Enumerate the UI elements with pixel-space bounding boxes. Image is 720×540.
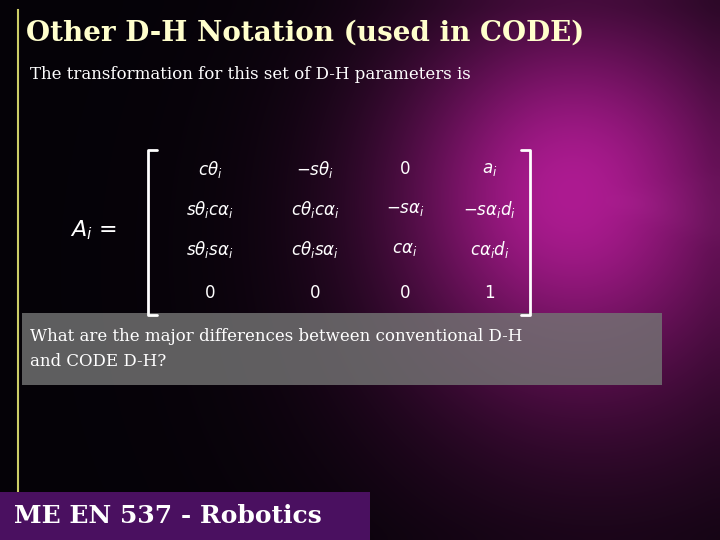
- FancyBboxPatch shape: [0, 492, 370, 540]
- Text: $a_i$: $a_i$: [482, 161, 498, 179]
- Text: $c\theta_i$: $c\theta_i$: [198, 159, 222, 180]
- Text: ME EN 537 - Robotics: ME EN 537 - Robotics: [14, 504, 322, 528]
- FancyBboxPatch shape: [22, 313, 662, 385]
- Text: $0$: $0$: [400, 161, 410, 179]
- Text: $c\alpha_i$: $c\alpha_i$: [392, 241, 418, 259]
- Text: The transformation for this set of D-H parameters is: The transformation for this set of D-H p…: [30, 66, 471, 83]
- Text: $0$: $0$: [310, 285, 320, 301]
- Text: $-s\alpha_i$: $-s\alpha_i$: [386, 201, 424, 219]
- Text: $c\theta_i c\alpha_i$: $c\theta_i c\alpha_i$: [291, 199, 339, 220]
- Text: $-s\alpha_i d_i$: $-s\alpha_i d_i$: [464, 199, 516, 220]
- Text: $c\theta_i s\alpha_i$: $c\theta_i s\alpha_i$: [291, 240, 339, 260]
- Text: $0$: $0$: [204, 285, 216, 301]
- Text: $c\alpha_i d_i$: $c\alpha_i d_i$: [470, 240, 510, 260]
- Text: $1$: $1$: [485, 285, 495, 301]
- Text: What are the major differences between conventional D-H
and CODE D-H?: What are the major differences between c…: [30, 328, 523, 370]
- Text: Other D-H Notation (used in CODE): Other D-H Notation (used in CODE): [26, 20, 584, 47]
- Text: $A_i$ =: $A_i$ =: [70, 218, 117, 242]
- Text: $s\theta_i c\alpha_i$: $s\theta_i c\alpha_i$: [186, 199, 234, 220]
- Text: $-s\theta_i$: $-s\theta_i$: [296, 159, 334, 180]
- Text: $s\theta_i s\alpha_i$: $s\theta_i s\alpha_i$: [186, 240, 234, 260]
- Text: $0$: $0$: [400, 285, 410, 301]
